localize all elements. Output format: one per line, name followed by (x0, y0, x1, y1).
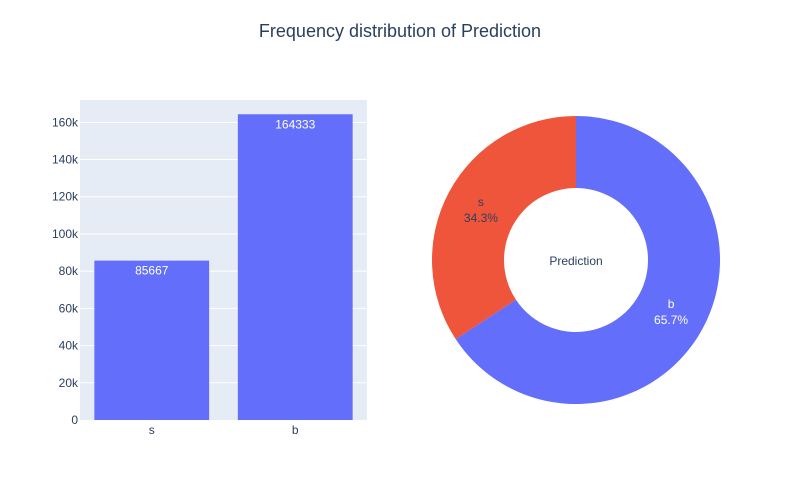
donut-slice-percent: 65.7% (654, 313, 688, 327)
donut-center-label: Prediction (549, 254, 602, 268)
y-tick-label: 80k (59, 264, 79, 278)
bar-b (237, 114, 353, 420)
donut-chart: b 65.7% s 34.3% Prediction (431, 116, 720, 405)
x-tick-label: b (292, 423, 299, 437)
chart-title: Frequency distribution of Prediction (259, 21, 541, 41)
donut-slice-percent: 34.3% (464, 211, 498, 225)
y-tick-label: 140k (52, 153, 79, 167)
x-tick-label: s (149, 423, 155, 437)
donut-slice-b (455, 116, 720, 405)
donut-slice-label: b (668, 297, 675, 311)
bar-chart: 0 20k 40k 60k 80k 100k 120k 140k 160k 85667 s 16433… (52, 100, 367, 437)
y-tick-label: 20k (59, 376, 79, 390)
y-tick-label: 0 (71, 413, 78, 427)
donut-slice-label: s (478, 195, 484, 209)
donut-slice-s (431, 116, 576, 340)
bar-value-label: 164333 (275, 117, 315, 131)
y-tick-label: 40k (59, 339, 79, 353)
y-tick-label: 120k (52, 190, 79, 204)
bar-s (94, 260, 210, 420)
y-tick-label: 100k (52, 227, 79, 241)
y-tick-label: 160k (52, 115, 79, 129)
bar-value-label: 85667 (135, 264, 169, 278)
y-tick-label: 60k (59, 301, 79, 315)
